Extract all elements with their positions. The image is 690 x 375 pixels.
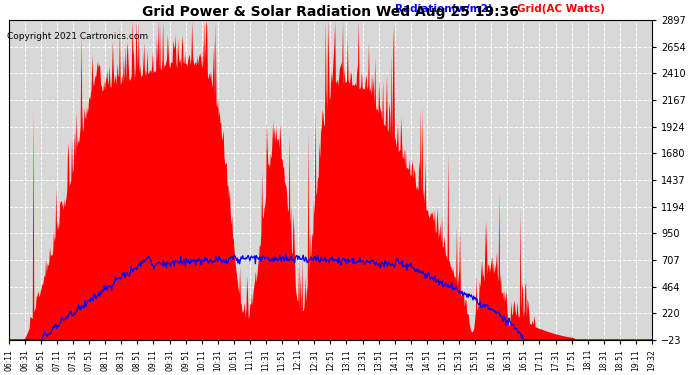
Text: Copyright 2021 Cartronics.com: Copyright 2021 Cartronics.com xyxy=(7,32,148,41)
Text: Radiation(w/m2): Radiation(w/m2) xyxy=(395,3,493,13)
Text: Grid(AC Watts): Grid(AC Watts) xyxy=(517,3,605,13)
Title: Grid Power & Solar Radiation Wed Aug 25 19:36: Grid Power & Solar Radiation Wed Aug 25 … xyxy=(142,5,519,19)
